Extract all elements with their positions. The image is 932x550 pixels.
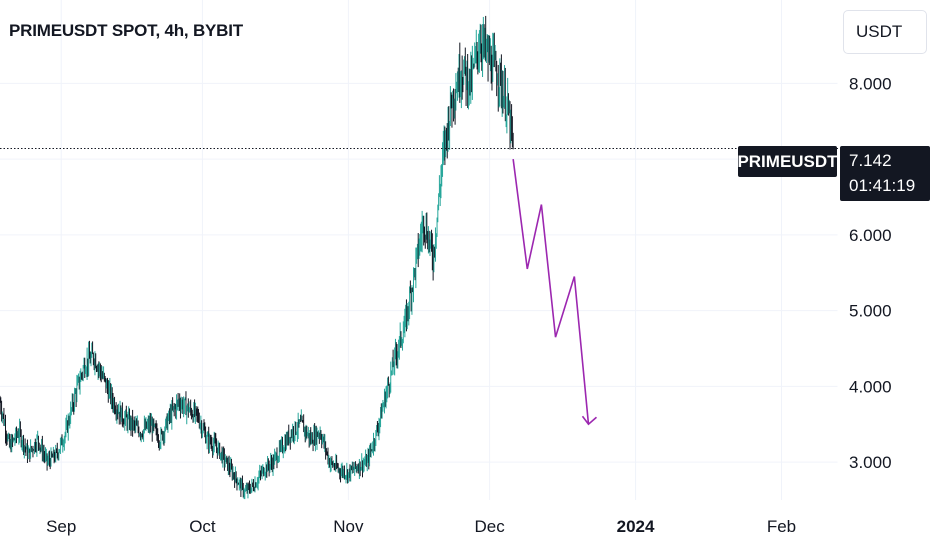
y-tick-label: 4.000 [849,377,892,396]
x-tick-label: Sep [46,517,76,536]
x-tick-label: Nov [333,517,364,536]
x-tick-label: 2024 [617,517,655,536]
projection-arrowhead [581,415,598,426]
last-price-symbol-label: PRIMEUSDT [737,146,838,177]
currency-button[interactable]: USDT [843,10,927,54]
last-price-box: 7.142 01:41:19 [840,146,930,201]
y-tick-label: 6.000 [849,226,892,245]
x-axis: Sep Oct Nov Dec 2024 Feb [46,517,796,536]
y-tick-label: 8.000 [849,74,892,93]
bar-countdown: 01:41:19 [849,176,916,195]
x-tick-label: Oct [189,517,216,536]
grid-lines [0,0,838,500]
x-tick-label: Feb [767,517,796,536]
projection-path [512,158,598,426]
projection-line [512,158,590,425]
chart-title: PRIMEUSDT SPOT, 4h, BYBIT [9,21,243,40]
last-price-value: 7.142 [849,151,892,170]
x-tick-label: Dec [475,517,506,536]
y-tick-label: 3.000 [849,453,892,472]
price-series [0,15,514,500]
y-tick-label: 5.000 [849,302,892,321]
